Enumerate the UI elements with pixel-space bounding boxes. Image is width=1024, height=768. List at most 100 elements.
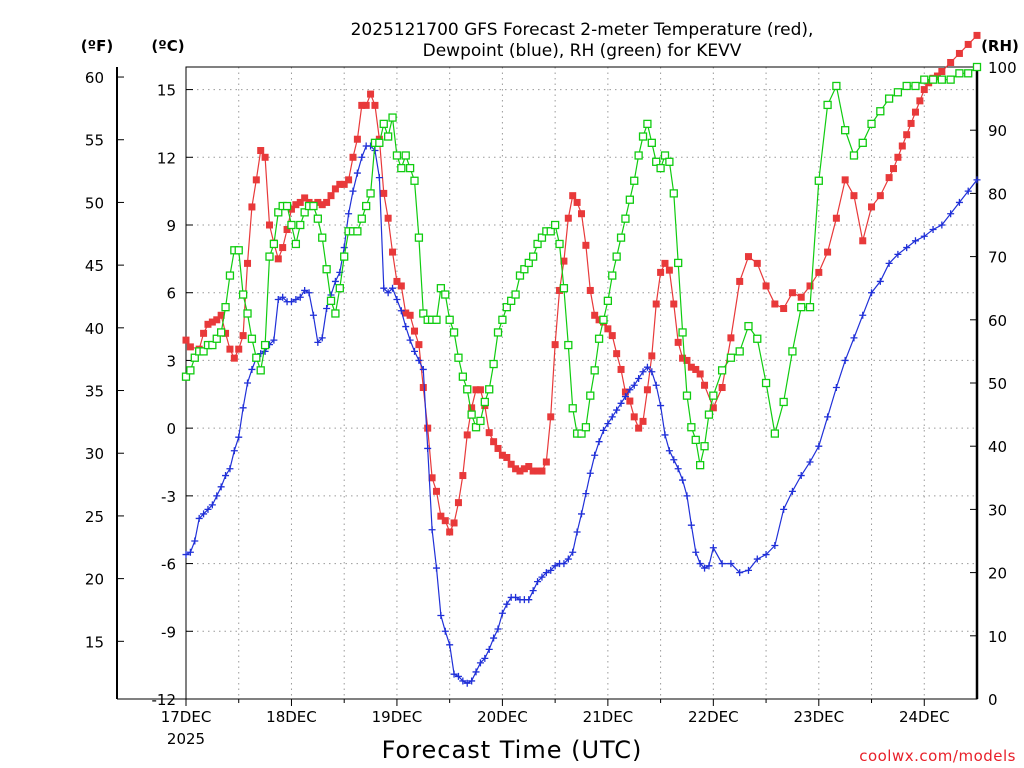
relative-humidity-point xyxy=(876,107,885,116)
relative-humidity-point xyxy=(318,233,327,242)
relative-humidity-point xyxy=(181,372,191,381)
dewpoint-point xyxy=(894,250,902,258)
dewpoint-point xyxy=(564,555,572,563)
dewpoint-point xyxy=(397,307,405,315)
temperature-series xyxy=(182,31,981,536)
dewpoint-point xyxy=(744,566,752,574)
dewpoint-point xyxy=(595,438,603,446)
x-tick-label: 17DEC xyxy=(161,708,212,726)
temperature-point xyxy=(437,512,445,520)
dewpoint-point xyxy=(323,305,331,313)
temperature-point xyxy=(911,108,919,116)
temperature-point xyxy=(815,268,823,276)
dewpoint-point xyxy=(472,668,480,676)
relative-humidity-point xyxy=(247,334,257,343)
relative-humidity-point xyxy=(700,442,709,451)
temperature-point xyxy=(626,397,634,405)
temperature-point xyxy=(204,320,212,328)
temperature-point xyxy=(525,463,533,471)
rh-tick-label: 90 xyxy=(988,122,1007,140)
dewpoint-point xyxy=(432,564,440,572)
temperature-point xyxy=(283,226,291,234)
temperature-point xyxy=(472,386,480,394)
temperature-point xyxy=(498,451,506,459)
temperature-point xyxy=(529,467,537,475)
dewpoint-point xyxy=(235,433,243,441)
dewpoint-point xyxy=(358,153,366,161)
temperature-point xyxy=(265,221,273,229)
temperature-point xyxy=(560,257,568,265)
dewpoint-point xyxy=(389,284,397,292)
temperature-point xyxy=(222,329,230,337)
unit-label-fahrenheit: (ºF) xyxy=(81,37,113,55)
temperature-point xyxy=(402,309,410,317)
temperature-point xyxy=(446,528,454,536)
dewpoint-point xyxy=(512,593,520,601)
dewpoint-point xyxy=(586,469,594,477)
x-axis-label: Forecast Time (UTC) xyxy=(382,736,643,764)
temperature-point xyxy=(661,259,669,267)
relative-humidity-point xyxy=(647,138,656,147)
relative-humidity-point xyxy=(805,303,815,312)
relative-humidity-point xyxy=(788,347,797,356)
fahrenheit-tick-label: 15 xyxy=(85,633,104,651)
celsius-tick-label: 15 xyxy=(157,82,176,100)
dewpoint-point xyxy=(406,336,414,344)
temperature-point xyxy=(459,472,467,480)
dewpoint-point xyxy=(599,426,607,434)
temperature-point xyxy=(534,467,542,475)
dewpoint-point xyxy=(402,323,410,331)
dewpoint-point xyxy=(186,548,194,556)
relative-humidity-point xyxy=(972,62,982,72)
relative-humidity-point xyxy=(252,353,261,362)
relative-humidity-point xyxy=(397,163,406,173)
dewpoint-point xyxy=(964,187,972,195)
dewpoint-point xyxy=(727,560,735,568)
temperature-point xyxy=(353,135,361,143)
rh-tick-label: 0 xyxy=(988,691,998,709)
relative-humidity-point xyxy=(911,81,920,91)
temperature-point xyxy=(556,286,564,294)
temperature-point xyxy=(494,444,502,452)
dewpoint-point xyxy=(270,336,278,344)
temperature-point xyxy=(538,467,546,475)
dewpoint-point xyxy=(204,505,212,513)
relative-humidity-series xyxy=(181,62,982,470)
dewpoint-point xyxy=(287,298,295,306)
temperature-point xyxy=(393,277,401,285)
temperature-point xyxy=(450,519,458,527)
dewpoint-point xyxy=(709,544,717,552)
temperature-point xyxy=(674,338,682,346)
dewpoint-point xyxy=(705,562,713,570)
temperature-point xyxy=(380,189,388,197)
dewpoint-point xyxy=(226,465,234,473)
dewpoint-point xyxy=(331,277,339,285)
relative-humidity-point xyxy=(797,303,806,312)
relative-humidity-point xyxy=(656,163,665,173)
relative-humidity-point xyxy=(630,176,639,185)
dewpoint-point xyxy=(454,672,462,680)
rh-tick-label: 10 xyxy=(988,628,1007,646)
relative-humidity-point xyxy=(717,366,727,375)
temperature-point xyxy=(718,384,726,392)
unit-label-celsius: (ºC) xyxy=(151,37,184,55)
relative-humidity-point xyxy=(353,227,362,236)
temperature-point xyxy=(279,244,287,252)
dewpoint-point xyxy=(885,259,893,267)
relative-humidity-point xyxy=(375,138,384,147)
dewpoint-point xyxy=(613,406,621,414)
temperature-point xyxy=(683,356,691,364)
relative-humidity-point xyxy=(260,340,270,350)
relative-humidity-point xyxy=(507,296,516,305)
relative-humidity-point xyxy=(652,157,661,166)
relative-humidity-point xyxy=(568,404,577,413)
temperature-point xyxy=(679,354,687,362)
dewpoint-point xyxy=(301,286,309,294)
temperature-point xyxy=(564,214,572,222)
relative-humidity-point xyxy=(357,214,366,223)
temperature-point xyxy=(933,72,941,80)
temperature-point xyxy=(542,458,550,466)
relative-humidity-point xyxy=(493,328,503,337)
dewpoint-point xyxy=(591,451,599,459)
temperature-point xyxy=(208,318,216,326)
